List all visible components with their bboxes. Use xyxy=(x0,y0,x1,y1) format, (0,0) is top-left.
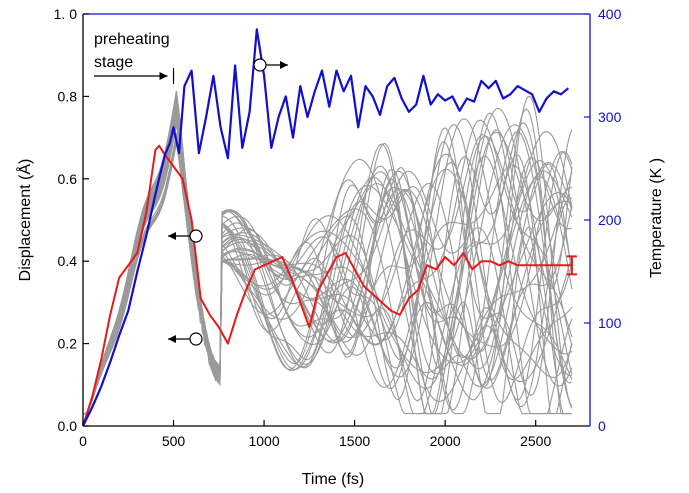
trajectory-curve xyxy=(83,91,573,415)
y-left-tick-label: 0.0 xyxy=(58,418,78,434)
y-left-tick-label: 1. 0 xyxy=(54,6,78,22)
axes: 0 500 1000 1500 2000 2500 0.0 0.2 0.4 0.6 0.8 1. 0 0… xyxy=(54,6,622,449)
marker-right-arrow-head xyxy=(280,61,288,69)
x-tick-label: 2000 xyxy=(430,433,461,449)
trajectory-curve xyxy=(83,101,573,415)
annotations: preheating stage xyxy=(94,31,288,346)
trajectory-curve xyxy=(83,91,573,415)
y-right-tick-label: 100 xyxy=(598,315,622,331)
y-left-tick-label: 0.4 xyxy=(58,253,78,269)
gray-trajectories xyxy=(83,90,573,415)
x-tick-label: 500 xyxy=(162,433,186,449)
y-right-axis-title: Temperature (K ) xyxy=(648,158,665,278)
annotation-stage: stage xyxy=(94,54,133,71)
y-right-tick-label: 300 xyxy=(598,109,622,125)
trajectory-curve xyxy=(83,95,573,415)
y-left-tick-label: 0.8 xyxy=(58,88,78,104)
y-left-axis-title: Displacement (Å) xyxy=(15,159,34,282)
x-tick-label: 0 xyxy=(79,433,87,449)
temperature-line xyxy=(82,28,570,427)
error-bar xyxy=(566,255,577,276)
y-right-tick-label: 0 xyxy=(598,418,606,434)
marker-left-upper-circle xyxy=(189,229,203,243)
x-tick-label: 1500 xyxy=(339,433,370,449)
trajectory-curve xyxy=(83,139,573,415)
trajectory-curve xyxy=(83,124,573,415)
trajectory-curve xyxy=(83,109,573,415)
trajectory-curve xyxy=(83,92,572,415)
marker-left-upper-arrow-head xyxy=(168,232,176,240)
y-right-tick-label: 400 xyxy=(598,6,622,22)
x-tick-label: 2500 xyxy=(520,433,551,449)
x-axis-title: Time (fs) xyxy=(302,471,365,488)
x-tick-label: 1000 xyxy=(248,433,279,449)
y-left-tick-label: 0.2 xyxy=(58,336,78,352)
trajectory-curve xyxy=(83,136,573,415)
marker-left-lower-circle xyxy=(189,332,203,346)
trajectory-curve xyxy=(83,132,573,415)
mean-displacement-line xyxy=(82,144,572,427)
y-right-tick-label: 200 xyxy=(598,212,622,228)
y-left-tick-label: 0.6 xyxy=(58,171,78,187)
trajectory-curve xyxy=(83,92,573,415)
annotation-preheating: preheating xyxy=(94,31,170,48)
marker-left-lower-arrow-head xyxy=(168,335,176,343)
trajectory-curve xyxy=(83,113,573,415)
trajectory-curve xyxy=(83,96,573,415)
series-layer xyxy=(82,28,577,427)
trajectory-curve xyxy=(83,90,572,415)
preheating-arrow-head xyxy=(159,72,168,80)
trajectory-curve xyxy=(83,96,573,415)
marker-right-circle xyxy=(253,58,267,72)
